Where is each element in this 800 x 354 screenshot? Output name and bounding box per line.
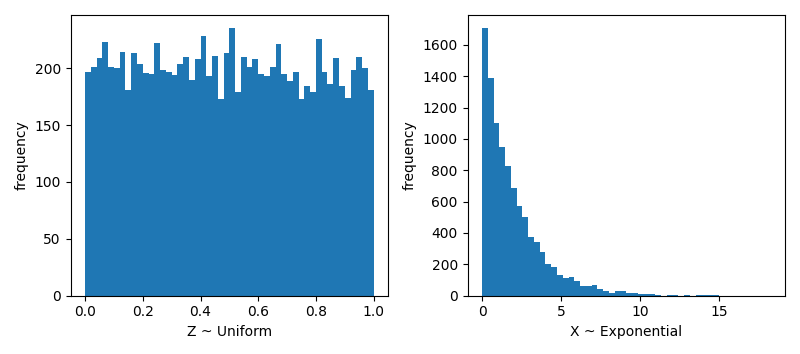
Bar [586,286,592,296]
Bar [91,67,97,296]
Bar [212,56,218,296]
Bar [488,78,494,296]
Bar [626,293,632,296]
Bar [172,75,178,296]
Bar [609,293,614,296]
Bar [166,72,172,296]
Bar [258,74,264,296]
Bar [482,28,488,296]
Bar [546,264,551,296]
Bar [592,285,598,296]
Bar [154,43,160,296]
Bar [362,68,368,296]
Bar [327,84,334,296]
Bar [644,294,650,296]
Bar [142,73,149,296]
X-axis label: X ~ Exponential: X ~ Exponential [570,325,682,339]
Bar [557,275,563,296]
Bar [350,70,356,296]
Bar [310,92,316,296]
Bar [131,53,137,296]
Bar [339,86,345,296]
Bar [194,59,201,296]
Bar [183,57,189,296]
Bar [230,28,235,296]
Bar [603,291,609,296]
Bar [356,57,362,296]
Bar [322,72,327,296]
Bar [540,252,546,296]
Bar [298,99,304,296]
Bar [522,217,528,296]
Bar [499,147,505,296]
Bar [505,166,511,296]
Bar [287,81,293,296]
Bar [511,188,517,296]
Bar [160,70,166,296]
Bar [632,293,638,296]
Bar [304,86,310,296]
Bar [551,267,557,296]
Bar [218,99,223,296]
Bar [655,295,661,296]
Bar [666,295,673,296]
Bar [574,281,580,296]
Bar [264,76,270,296]
Bar [293,72,298,296]
Bar [275,44,282,296]
Bar [621,291,626,296]
Bar [206,76,212,296]
Bar [149,74,154,296]
Bar [494,124,499,296]
Bar [189,80,194,296]
Bar [534,242,540,296]
Bar [137,64,142,296]
Bar [563,278,569,296]
Bar [614,291,621,296]
Bar [108,67,114,296]
Bar [702,295,707,296]
Bar [695,295,702,296]
Bar [246,67,253,296]
Bar [368,90,374,296]
Bar [223,53,230,296]
Bar [638,294,644,296]
Bar [528,237,534,296]
Bar [235,92,241,296]
Bar [598,289,603,296]
Bar [241,57,246,296]
Bar [120,52,126,296]
Bar [650,295,655,296]
X-axis label: Z ~ Uniform: Z ~ Uniform [186,325,272,339]
Bar [178,64,183,296]
Bar [85,72,91,296]
Bar [270,67,275,296]
Bar [253,59,258,296]
Bar [517,206,522,296]
Y-axis label: frequency: frequency [403,120,417,190]
Bar [569,277,574,296]
Bar [334,58,339,296]
Bar [316,39,322,296]
Bar [102,42,108,296]
Bar [282,74,287,296]
Bar [97,58,102,296]
Y-axis label: frequency: frequency [15,120,29,190]
Bar [201,36,206,296]
Bar [345,98,350,296]
Bar [580,286,586,296]
Bar [126,90,131,296]
Bar [114,68,120,296]
